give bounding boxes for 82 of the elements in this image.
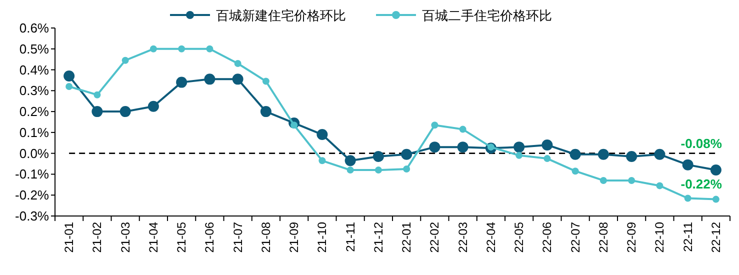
x-tick-label: 21-08 (258, 222, 273, 253)
y-tick-label: -0.2% (15, 188, 50, 203)
x-tick-label: 22-12 (708, 222, 723, 253)
point (316, 129, 328, 140)
x-tick-label: 22-08 (596, 222, 610, 253)
point (542, 139, 553, 150)
y-tick-label: 0.3% (19, 83, 50, 98)
point (204, 74, 216, 85)
x-tick-label: 21-12 (371, 222, 386, 253)
x-tick-label: 22-07 (568, 222, 582, 253)
point (178, 45, 186, 52)
point (656, 182, 664, 190)
x-tick-label: 22-03 (456, 222, 470, 253)
point (176, 76, 188, 88)
x-tick-label: 22-11 (680, 222, 695, 252)
point (344, 155, 356, 166)
x-tick-label: 21-11 (343, 222, 358, 252)
point (626, 150, 638, 162)
point (710, 164, 722, 176)
x-tick-label: 22-10 (652, 222, 667, 253)
point (628, 176, 636, 184)
y-tick-label: 0.6% (19, 20, 50, 36)
y-tick-label: 0.1% (19, 124, 50, 140)
x-tick-label: 21-06 (202, 222, 217, 253)
point (92, 106, 103, 118)
point (682, 159, 694, 170)
x-tick-label: 22-05 (512, 222, 526, 253)
x-tick-label: 22-09 (624, 222, 639, 253)
x-tick-label: 21-01 (62, 222, 76, 253)
point (516, 152, 523, 159)
point (372, 150, 384, 162)
y-tick-label: 0.4% (19, 62, 50, 78)
point (120, 106, 131, 118)
point (346, 166, 354, 174)
point (544, 155, 551, 162)
point (148, 100, 159, 112)
legend-label: 百城新建住宅价格环比 (216, 8, 346, 23)
x-tick-label: 21-03 (118, 222, 132, 253)
point (403, 166, 410, 172)
x-tick-label: 22-01 (400, 222, 414, 253)
point (94, 91, 101, 98)
point (260, 106, 272, 118)
point (712, 196, 720, 203)
point (66, 82, 73, 90)
point (64, 70, 75, 82)
y-tick-label: 0.2% (19, 104, 50, 120)
y-tick-label: -0.3% (15, 208, 50, 224)
point (572, 168, 579, 175)
y-tick-label: -0.1% (15, 166, 50, 182)
point (429, 142, 440, 153)
point (600, 176, 607, 184)
x-tick-label: 22-04 (484, 222, 498, 253)
point (654, 148, 666, 160)
annotation: -0.08% (680, 136, 722, 152)
x-tick-label: 22-02 (428, 222, 442, 253)
y-tick-label: 0.5% (19, 41, 50, 56)
x-tick-label: 21-05 (174, 222, 189, 253)
x-tick-label: 21-09 (287, 222, 302, 253)
point (150, 45, 157, 52)
point (401, 148, 412, 160)
point (206, 45, 214, 52)
point (318, 157, 326, 164)
point (684, 194, 692, 202)
x-tick-label: 22-06 (540, 222, 554, 253)
point (598, 148, 609, 160)
annotation: -0.22% (680, 176, 722, 192)
x-tick-label: 21-04 (146, 222, 160, 253)
point (514, 142, 525, 153)
x-tick-label: 21-10 (315, 222, 330, 253)
y-tick-label: 0.0% (19, 146, 50, 161)
point (122, 56, 129, 64)
x-tick-label: 21-07 (230, 222, 245, 253)
point (431, 122, 438, 129)
point (232, 74, 244, 85)
point (459, 126, 466, 133)
point (374, 166, 382, 174)
point (234, 60, 242, 68)
legend-label: 百城二手住宅价格环比 (422, 8, 552, 23)
x-tick-label: 21-02 (90, 222, 104, 253)
point (262, 78, 270, 85)
point (570, 148, 581, 160)
point (457, 142, 468, 153)
